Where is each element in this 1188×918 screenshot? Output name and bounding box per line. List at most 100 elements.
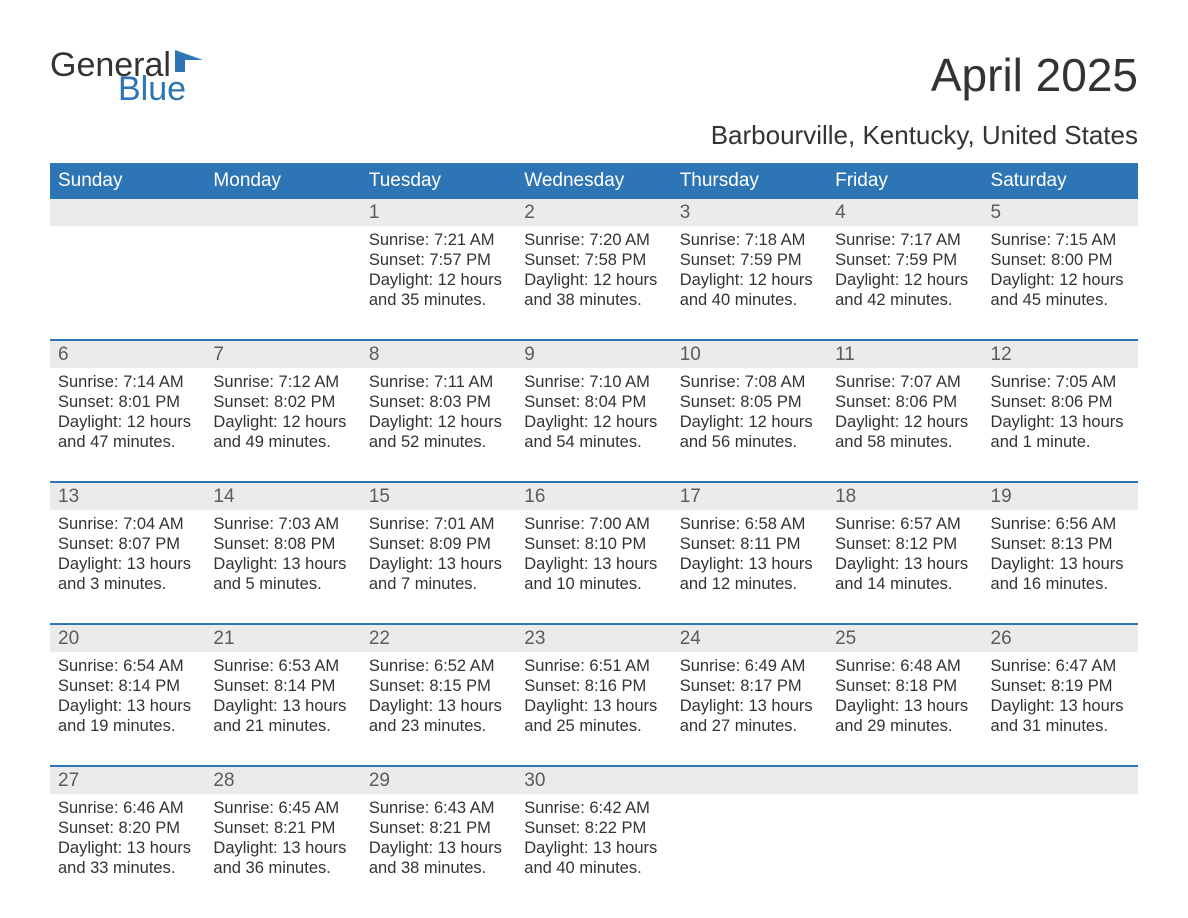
day-number bbox=[835, 770, 840, 791]
daynum-row: 3 bbox=[672, 199, 827, 226]
day-header: Monday bbox=[205, 163, 360, 199]
sunset: Sunset: 8:21 PM bbox=[213, 818, 352, 838]
sunset: Sunset: 8:09 PM bbox=[369, 534, 508, 554]
day-cell: 5Sunrise: 7:15 AMSunset: 8:00 PMDaylight… bbox=[983, 199, 1138, 327]
day-number: 20 bbox=[58, 628, 79, 649]
day-number: 27 bbox=[58, 770, 79, 791]
day-number: 23 bbox=[524, 628, 545, 649]
day-number: 26 bbox=[991, 628, 1012, 649]
sunset: Sunset: 8:11 PM bbox=[680, 534, 819, 554]
day-number bbox=[991, 770, 996, 791]
day-cell: 29Sunrise: 6:43 AMSunset: 8:21 PMDayligh… bbox=[361, 767, 516, 895]
sunrise: Sunrise: 6:52 AM bbox=[369, 656, 508, 676]
sunrise: Sunrise: 6:48 AM bbox=[835, 656, 974, 676]
day-details: Sunrise: 6:45 AMSunset: 8:21 PMDaylight:… bbox=[205, 794, 360, 879]
sunset: Sunset: 8:02 PM bbox=[213, 392, 352, 412]
day-number bbox=[680, 770, 685, 791]
day-cell: 23Sunrise: 6:51 AMSunset: 8:16 PMDayligh… bbox=[516, 625, 671, 753]
day-cell: 1Sunrise: 7:21 AMSunset: 7:57 PMDaylight… bbox=[361, 199, 516, 327]
day-details: Sunrise: 6:54 AMSunset: 8:14 PMDaylight:… bbox=[50, 652, 205, 737]
daynum-row: 1 bbox=[361, 199, 516, 226]
day-details: Sunrise: 6:42 AMSunset: 8:22 PMDaylight:… bbox=[516, 794, 671, 879]
sunrise: Sunrise: 7:08 AM bbox=[680, 372, 819, 392]
day-number: 25 bbox=[835, 628, 856, 649]
day-cell: 2Sunrise: 7:20 AMSunset: 7:58 PMDaylight… bbox=[516, 199, 671, 327]
day-number: 13 bbox=[58, 486, 79, 507]
sunrise: Sunrise: 7:20 AM bbox=[524, 230, 663, 250]
sunrise: Sunrise: 7:05 AM bbox=[991, 372, 1130, 392]
daynum-row: 5 bbox=[983, 199, 1138, 226]
day-details: Sunrise: 7:12 AMSunset: 8:02 PMDaylight:… bbox=[205, 368, 360, 453]
week-row: 27 Sunrise: 6:46 AMSunset: 8:20 PM Dayligh… bbox=[50, 765, 1138, 895]
daynum-row: 19 bbox=[983, 483, 1138, 510]
day-cell: 25 Sunrise: 6:48 AMSunset: 8:18 PMDayligh… bbox=[827, 625, 982, 753]
daylight: Daylight: 12 hours and 54 minutes. bbox=[524, 412, 663, 452]
daynum-row: 15 bbox=[361, 483, 516, 510]
sunrise: Sunrise: 6:51 AM bbox=[524, 656, 663, 676]
sunset: Sunset: 8:19 PM bbox=[991, 676, 1130, 696]
daylight: Daylight: 13 hours and 19 minutes. bbox=[58, 696, 197, 736]
daynum-row: 13 bbox=[50, 483, 205, 510]
sunrise: Sunrise: 6:46 AM bbox=[58, 798, 197, 818]
daynum-row: 22 bbox=[361, 625, 516, 652]
day-details: Sunrise: 7:18 AMSunset: 7:59 PMDaylight:… bbox=[672, 226, 827, 311]
logo-text-blue: Blue bbox=[118, 72, 205, 106]
day-cell: 21Sunrise: 6:53 AMSunset: 8:14 PMDayligh… bbox=[205, 625, 360, 753]
day-header: Saturday bbox=[983, 163, 1138, 199]
daynum-row: 21 bbox=[205, 625, 360, 652]
sunrise: Sunrise: 6:58 AM bbox=[680, 514, 819, 534]
day-cell: 10Sunrise: 7:08 AMSunset: 8:05 PMDayligh… bbox=[672, 341, 827, 469]
title-block: April 2025 Barbourville, Kentucky, Unite… bbox=[711, 48, 1138, 151]
sunrise: Sunrise: 6:49 AM bbox=[680, 656, 819, 676]
daynum-row: 28 bbox=[205, 767, 360, 794]
logo: General Blue bbox=[50, 48, 205, 106]
day-number: 29 bbox=[369, 770, 390, 791]
sunrise: Sunrise: 6:45 AM bbox=[213, 798, 352, 818]
day-number bbox=[213, 202, 218, 223]
daynum-row: 20 bbox=[50, 625, 205, 652]
daynum-row: 16 bbox=[516, 483, 671, 510]
day-cell: 15Sunrise: 7:01 AMSunset: 8:09 PMDayligh… bbox=[361, 483, 516, 611]
day-cell: 8Sunrise: 7:11 AMSunset: 8:03 PMDaylight… bbox=[361, 341, 516, 469]
daylight: Daylight: 13 hours and 10 minutes. bbox=[524, 554, 663, 594]
sunset: Sunset: 7:59 PM bbox=[835, 250, 974, 270]
sunset: Sunset: 8:04 PM bbox=[524, 392, 663, 412]
sunrise: Sunrise: 6:54 AM bbox=[58, 656, 197, 676]
sunset: Sunset: 7:59 PM bbox=[680, 250, 819, 270]
sunset: Sunset: 8:20 PM bbox=[58, 818, 197, 838]
day-number: 12 bbox=[991, 344, 1012, 365]
header: General Blue April 2025 Barbourville, Ke… bbox=[50, 48, 1138, 151]
sunrise: Sunrise: 7:11 AM bbox=[369, 372, 508, 392]
daynum-row: 2 bbox=[516, 199, 671, 226]
daynum-row: 7 bbox=[205, 341, 360, 368]
sunset: Sunset: 7:57 PM bbox=[369, 250, 508, 270]
sunset: Sunset: 8:03 PM bbox=[369, 392, 508, 412]
sunset: Sunset: 8:21 PM bbox=[369, 818, 508, 838]
day-cell: 6Sunrise: 7:14 AMSunset: 8:01 PMDaylight… bbox=[50, 341, 205, 469]
day-details: Sunrise: 6:53 AMSunset: 8:14 PMDaylight:… bbox=[205, 652, 360, 737]
day-details: Sunrise: 6:48 AMSunset: 8:18 PMDaylight:… bbox=[827, 652, 982, 737]
daylight: Daylight: 12 hours and 49 minutes. bbox=[213, 412, 352, 452]
day-cell: 19Sunrise: 6:56 AMSunset: 8:13 PMDayligh… bbox=[983, 483, 1138, 611]
daylight: Daylight: 12 hours and 38 minutes. bbox=[524, 270, 663, 310]
day-details: Sunrise: 7:07 AMSunset: 8:06 PMDaylight:… bbox=[827, 368, 982, 453]
day-details: Sunrise: 7:11 AMSunset: 8:03 PMDaylight:… bbox=[361, 368, 516, 453]
sunset: Sunset: 8:06 PM bbox=[991, 392, 1130, 412]
day-cell bbox=[205, 199, 360, 327]
day-number: 2 bbox=[524, 202, 535, 223]
daynum-row bbox=[205, 199, 360, 226]
daylight: Daylight: 13 hours and 36 minutes. bbox=[213, 838, 352, 878]
sunset: Sunset: 8:06 PM bbox=[835, 392, 974, 412]
day-cell: 18Sunrise: 6:57 AMSunset: 8:12 PMDayligh… bbox=[827, 483, 982, 611]
day-cell: 11Sunrise: 7:07 AMSunset: 8:06 PMDayligh… bbox=[827, 341, 982, 469]
daylight: Daylight: 13 hours and 40 minutes. bbox=[524, 838, 663, 878]
day-details: Sunrise: 6:47 AMSunset: 8:19 PMDaylight:… bbox=[983, 652, 1138, 737]
sunrise: Sunrise: 6:53 AM bbox=[213, 656, 352, 676]
sunset: Sunset: 8:22 PM bbox=[524, 818, 663, 838]
daynum-row: 8 bbox=[361, 341, 516, 368]
day-cell: 12 Sunrise: 7:05 AMSunset: 8:06 PMDayligh… bbox=[983, 341, 1138, 469]
sunset: Sunset: 8:08 PM bbox=[213, 534, 352, 554]
daylight: Daylight: 13 hours and 1 minute. bbox=[991, 412, 1130, 452]
day-cell bbox=[672, 767, 827, 895]
location: Barbourville, Kentucky, United States bbox=[711, 120, 1138, 151]
